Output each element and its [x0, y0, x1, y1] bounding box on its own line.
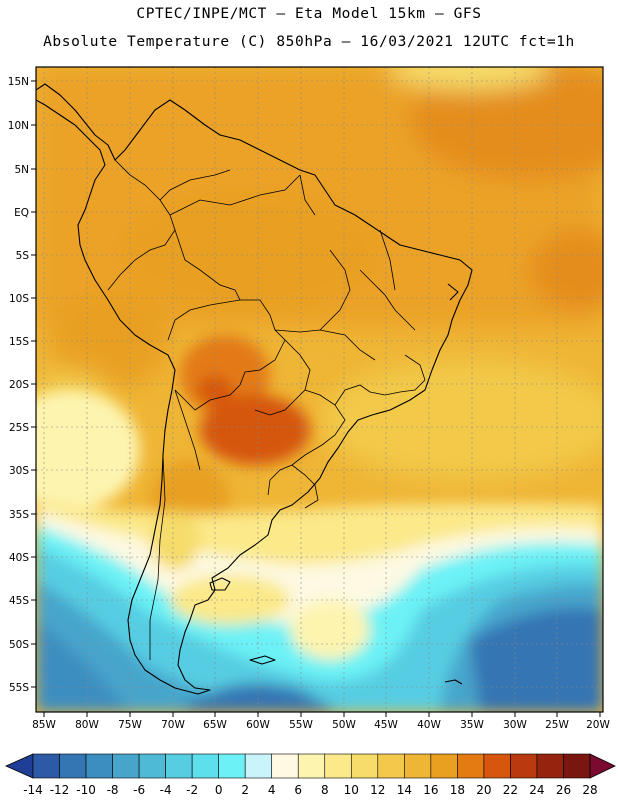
- country-borders: [107, 159, 426, 660]
- lat-label: 25S: [9, 422, 29, 434]
- colorbar-swatch: [271, 753, 299, 779]
- lat-label: 5S: [16, 250, 30, 262]
- lat-label: 45S: [9, 595, 29, 607]
- colorbar-swatch: [191, 753, 219, 779]
- lat-label: 10S: [9, 293, 29, 305]
- colorbar-label: -10: [76, 783, 96, 797]
- colorbar-label: 26: [556, 783, 571, 797]
- colorbar-swatch: [324, 753, 352, 779]
- lat-label: 15N: [8, 76, 29, 88]
- lon-label: 25W: [545, 719, 569, 731]
- lon-label: 75W: [118, 719, 142, 731]
- lat-label: 5N: [14, 164, 29, 176]
- lat-label: 50S: [9, 639, 29, 651]
- axis-ticks: [31, 80, 601, 717]
- colorbar-swatch: [218, 753, 246, 779]
- lon-label: 60W: [246, 719, 270, 731]
- colorbar-label: 18: [450, 783, 465, 797]
- lat-label: 15S: [9, 336, 29, 348]
- colorbar-label: -6: [133, 783, 145, 797]
- colorbar-right-arrow: [589, 753, 616, 779]
- colorbar: -14 -12 -10 -8 -6 -4 -2 0 2 4 6 8 10 12 14 16 18 20 22 24 26…: [5, 753, 616, 797]
- colorbar-swatch: [404, 753, 432, 779]
- colorbar-label: 22: [503, 783, 518, 797]
- colorbar-label: 0: [215, 783, 223, 797]
- map-frame: [35, 66, 604, 713]
- lon-label: 50W: [332, 719, 356, 731]
- lon-label: 30W: [503, 719, 527, 731]
- colorbar-label: 6: [294, 783, 302, 797]
- colorbar-swatch: [350, 753, 379, 779]
- longitude-labels: 85W 80W 75W 70W 65W 60W 55W 50W 45W 40W …: [32, 719, 610, 731]
- colorbar-swatch: [297, 753, 326, 779]
- colorbar-swatch: [510, 753, 538, 779]
- lon-label: 80W: [75, 719, 99, 731]
- temperature-field: [36, 67, 603, 712]
- colorbar-label: 24: [529, 783, 544, 797]
- colorbar-swatch: [483, 753, 511, 779]
- lon-label: 85W: [32, 719, 56, 731]
- colorbar-label: -12: [50, 783, 70, 797]
- colorbar-label: 14: [397, 783, 412, 797]
- colorbar-label: 10: [344, 783, 359, 797]
- lat-label: EQ: [14, 207, 29, 219]
- lon-label: 35W: [460, 719, 484, 731]
- colorbar-swatch: [165, 753, 193, 779]
- lon-label: 40W: [417, 719, 441, 731]
- colorbar-labels: -14 -12 -10 -8 -6 -4 -2 0 2 4 6 8 10 12 14 16 18 20 22 24 26…: [23, 783, 597, 797]
- colorbar-label: 12: [370, 783, 385, 797]
- map-subtitle: Absolute Temperature (C) 850hPa — 16/03/…: [43, 34, 575, 50]
- colorbar-swatch: [32, 753, 60, 779]
- lon-label: 65W: [203, 719, 227, 731]
- map-title: CPTEC/INPE/MCT — Eta Model 15km — GFS: [136, 6, 482, 22]
- colorbar-swatch: [138, 753, 166, 779]
- colorbar-swatch: [112, 753, 140, 779]
- colorbar-label: 8: [321, 783, 329, 797]
- colorbar-label: -8: [107, 783, 119, 797]
- colorbar-swatch: [563, 753, 591, 779]
- lon-label: 45W: [374, 719, 398, 731]
- lat-label: 40S: [9, 552, 29, 564]
- colorbar-swatch: [377, 753, 405, 779]
- lon-label: 20W: [586, 719, 610, 731]
- latitude-labels: 15N 10N 5N EQ 5S 10S 15S 20S 25S 30S 35S…: [8, 76, 30, 694]
- colorbar-label: -4: [160, 783, 172, 797]
- colorbar-label: -14: [23, 783, 43, 797]
- colorbar-left-arrow: [5, 753, 34, 779]
- colorbar-swatches: [32, 753, 591, 779]
- colorbar-swatch: [536, 753, 564, 779]
- colorbar-label: 4: [268, 783, 276, 797]
- colorbar-swatch: [244, 753, 273, 779]
- colorbar-label: 20: [476, 783, 491, 797]
- colorbar-swatch: [430, 753, 458, 779]
- colorbar-swatch: [59, 753, 87, 779]
- lon-label: 55W: [289, 719, 313, 731]
- lat-label: 55S: [9, 682, 29, 694]
- lat-label: 35S: [9, 509, 29, 521]
- lon-label: 70W: [161, 719, 185, 731]
- colorbar-label: 16: [423, 783, 438, 797]
- colorbar-swatch: [85, 753, 113, 779]
- colorbar-label: 28: [582, 783, 597, 797]
- lat-label: 10N: [8, 120, 29, 132]
- coastline: [36, 83, 473, 695]
- colorbar-label: 2: [241, 783, 249, 797]
- colorbar-swatch: [457, 753, 485, 779]
- lat-label: 30S: [9, 465, 29, 477]
- lat-label: 20S: [9, 379, 29, 391]
- colorbar-label: -2: [186, 783, 198, 797]
